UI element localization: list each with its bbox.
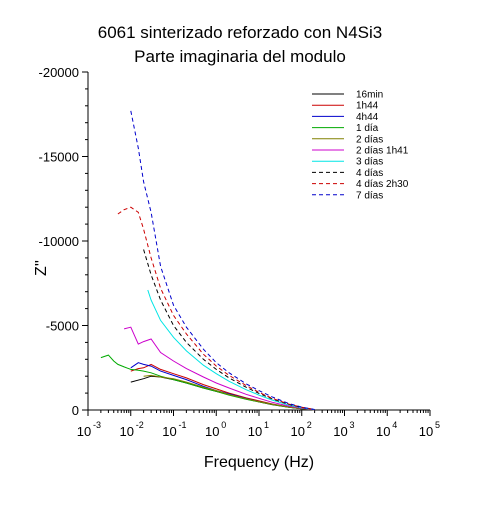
x-tick-label: 10 bbox=[248, 424, 262, 439]
series-line-8 bbox=[117, 206, 315, 410]
legend-label: 7 días bbox=[356, 190, 383, 201]
x-tick-label: 10 bbox=[205, 424, 219, 439]
y-tick-label: -20000 bbox=[39, 65, 79, 80]
x-tick-exponent: -3 bbox=[93, 420, 101, 430]
x-tick-label: 10 bbox=[291, 424, 305, 439]
chart-subtitle: Parte imaginaria del modulo bbox=[134, 47, 346, 66]
series-line-4 bbox=[143, 374, 315, 411]
legend-label: 3 días bbox=[356, 157, 383, 168]
series-line-6 bbox=[147, 289, 315, 411]
x-tick-label: 10 bbox=[419, 424, 433, 439]
y-axis-label: Z'' bbox=[33, 260, 50, 276]
legend-label: 4 días bbox=[356, 168, 383, 179]
x-tick-label: 10 bbox=[120, 424, 134, 439]
x-axis-label: Frequency (Hz) bbox=[204, 454, 314, 471]
legend-label: 2 días bbox=[356, 134, 383, 145]
x-tick-label: 10 bbox=[333, 424, 347, 439]
x-tick-exponent: 5 bbox=[435, 420, 440, 430]
legend-label: 4h44 bbox=[356, 112, 379, 123]
legend-label: 4 días 2h30 bbox=[356, 179, 409, 190]
series-line-9 bbox=[130, 110, 315, 410]
x-tick-exponent: 1 bbox=[264, 420, 269, 430]
x-tick-exponent: -1 bbox=[179, 420, 187, 430]
x-tick-label: 10 bbox=[376, 424, 390, 439]
y-tick-label: -5000 bbox=[46, 319, 79, 334]
x-tick-exponent: 3 bbox=[350, 420, 355, 430]
legend-label: 2 días 1h41 bbox=[356, 146, 409, 157]
series-line-5 bbox=[123, 326, 315, 411]
chart-title: 6061 sinterizado reforzado con N4Si3 bbox=[98, 23, 382, 42]
legend-label: 1 día bbox=[356, 123, 379, 134]
y-tick-label: -10000 bbox=[39, 234, 79, 249]
x-tick-exponent: 2 bbox=[307, 420, 312, 430]
x-tick-exponent: 0 bbox=[221, 420, 226, 430]
y-tick-label: 0 bbox=[72, 403, 79, 418]
x-tick-label: 10 bbox=[77, 424, 91, 439]
x-tick-label: 10 bbox=[162, 424, 176, 439]
legend-label: 16min bbox=[356, 90, 383, 101]
y-tick-label: -15000 bbox=[39, 150, 79, 165]
legend-label: 1h44 bbox=[356, 101, 379, 112]
x-tick-exponent: 4 bbox=[392, 420, 397, 430]
series-line-7 bbox=[143, 249, 315, 410]
x-tick-exponent: -2 bbox=[136, 420, 144, 430]
